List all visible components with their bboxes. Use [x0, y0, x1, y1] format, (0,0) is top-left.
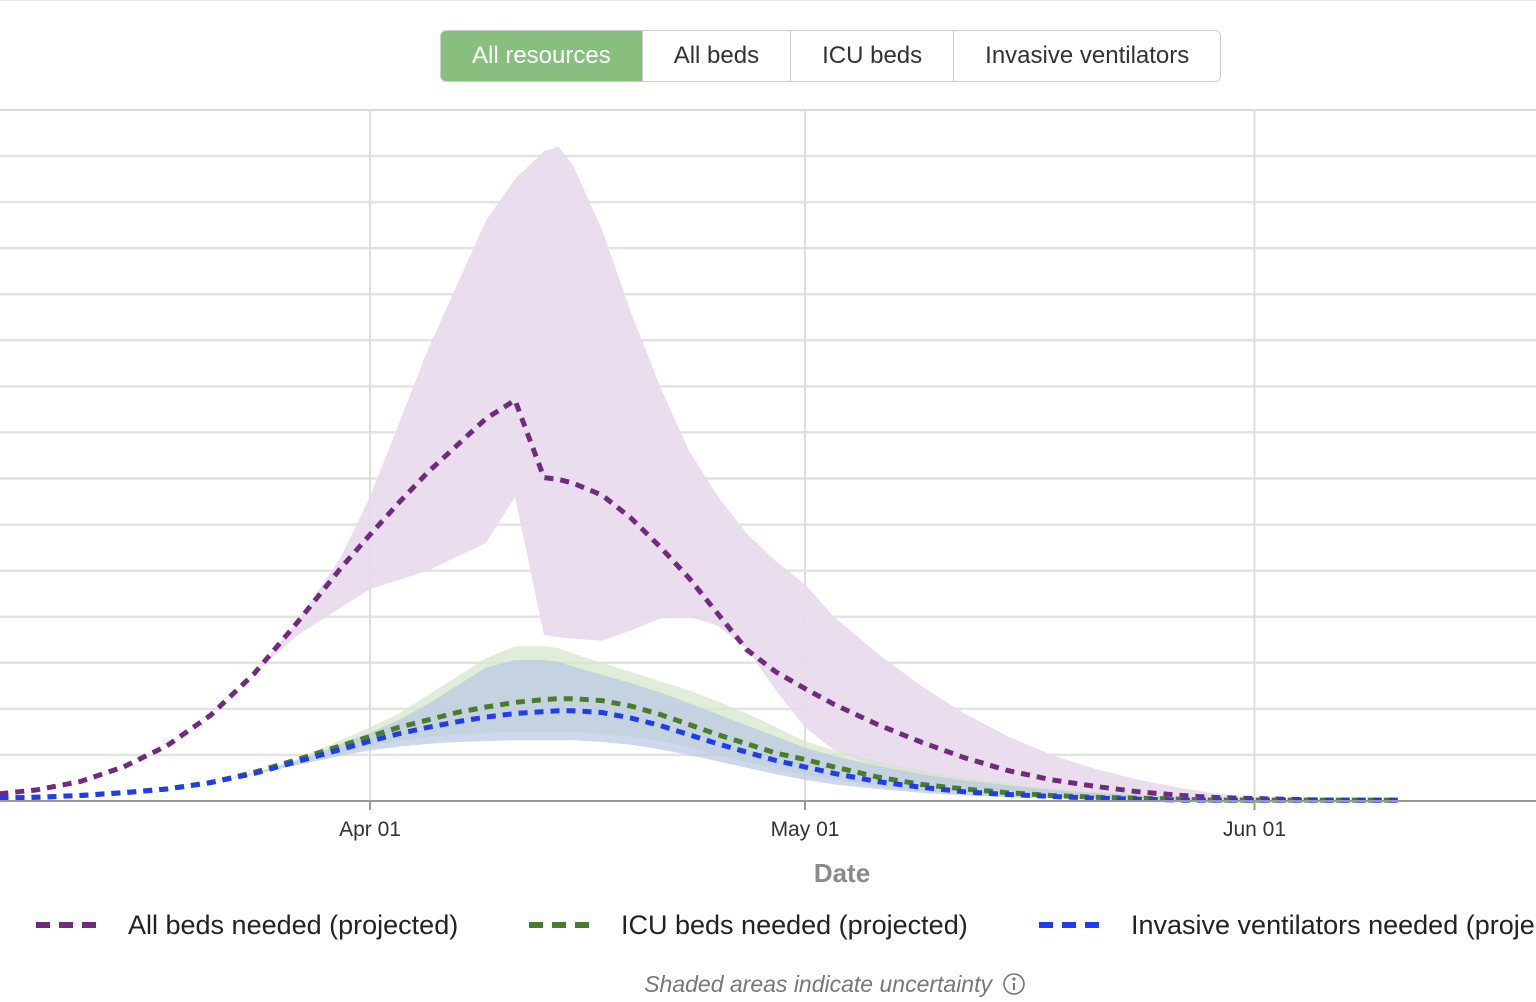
legend-item-1[interactable]: ICU beds needed (projected)	[529, 910, 968, 940]
uncertainty-band-0	[0, 146, 1400, 801]
series-line-2	[0, 708, 1400, 803]
x-tick-label: May 01	[771, 818, 840, 841]
x-tick-label: Jun 01	[1223, 818, 1286, 841]
legend-item-0[interactable]: All beds needed (projected)	[36, 910, 458, 940]
legend-item-2[interactable]: Invasive ventilators needed (projected)	[1039, 910, 1536, 940]
tab-icu-beds[interactable]: ICU beds	[790, 31, 953, 81]
x-tick-label: Apr 01	[339, 818, 401, 841]
legend-label: ICU beds needed (projected)	[621, 910, 968, 940]
top-divider	[0, 0, 1536, 1]
uncertainty-bands	[0, 146, 1400, 801]
legend-label: Invasive ventilators needed (projected)	[1131, 910, 1536, 940]
tab-all-beds[interactable]: All beds	[641, 31, 790, 81]
legend: All beds needed (projected) ICU beds need…	[36, 910, 1536, 940]
series-line-0	[0, 396, 1400, 803]
x-axis-title: Date	[814, 858, 870, 888]
footnote-text: Shaded areas indicate uncertainty	[644, 971, 993, 997]
resource-tabs: All resources All beds ICU beds Invasive…	[440, 30, 1222, 82]
legend-label: All beds needed (projected)	[128, 910, 458, 940]
grid	[0, 109, 1536, 801]
info-icon[interactable]	[1003, 973, 1025, 995]
footnote: Shaded areas indicate uncertainty	[644, 971, 1025, 997]
uncertainty-band-2	[0, 660, 1400, 801]
x-ticks: Apr 01 May 01 Jun 01	[339, 801, 1286, 841]
series-lines	[0, 396, 1400, 803]
tab-invasive-ventilators[interactable]: Invasive ventilators	[953, 31, 1220, 81]
tab-all-resources[interactable]: All resources	[441, 31, 642, 81]
